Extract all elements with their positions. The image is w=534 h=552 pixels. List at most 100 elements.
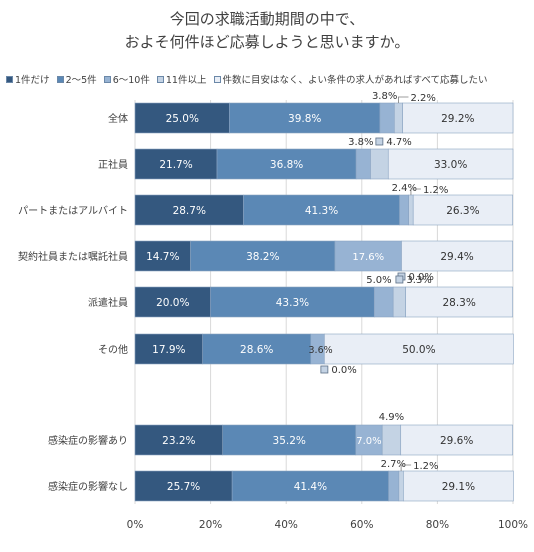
data-label-r7-s2: 2.7%: [381, 459, 406, 470]
bar-r4-s2: [373, 286, 394, 318]
data-label-r4-s2: 5.0%: [366, 275, 391, 286]
leader-line-r7: [400, 464, 412, 471]
bar-r1-s1: [216, 148, 357, 180]
data-label-r5-s4: 50.0%: [402, 344, 435, 356]
bar-r6-s1: [222, 424, 357, 456]
chart-title-line1: 今回の求職活動期間の中で、: [169, 10, 365, 28]
legend-label-5: 件数に目安はなく、よい条件の求人があればすべて応募したい: [222, 75, 488, 86]
data-label-r7-s0: 25.7%: [167, 481, 200, 493]
legend-item-2: 2～5件: [56, 72, 97, 86]
bar-r3-s2: [334, 240, 402, 272]
bar-r0-s2: [379, 102, 395, 134]
legend-item-3: 6～10件: [103, 72, 150, 86]
bar-r7-s0: [134, 470, 233, 502]
x-tick-label-4: 80%: [426, 519, 449, 531]
legend-item-1: 1件だけ: [6, 72, 50, 86]
data-label-r5-s2: 3.6%: [309, 345, 333, 356]
bar-r3-s4: [401, 240, 513, 272]
data-label-r1-s1: 36.8%: [270, 159, 303, 171]
legend-label-3: 6～10件: [112, 75, 150, 86]
data-label-r6-s0: 23.2%: [162, 435, 195, 447]
legend-swatch-1: [6, 75, 13, 83]
category-label-6: 感染症の影響あり: [48, 434, 128, 447]
data-label-r0-s4: 29.2%: [441, 113, 474, 125]
bar-r4-s4: [405, 286, 513, 318]
bar-r5-s1: [202, 333, 312, 365]
data-label-r7-s4: 29.1%: [442, 481, 475, 493]
data-label-r2-s3: 1.2%: [423, 185, 448, 196]
data-label-r6-s1: 35.2%: [273, 435, 306, 447]
data-label-r1-s3: 4.7%: [386, 137, 411, 148]
data-label-r6-s2: 7.0%: [356, 436, 381, 447]
category-label-0: 全体: [108, 112, 128, 125]
data-label-r4-s3: 3.3%: [406, 275, 431, 286]
x-tick-label-3: 60%: [350, 519, 373, 531]
legend: 1件だけ 2～5件 6～10件 11件以上 件数に目安はなく、よい条件の求人があ…: [6, 72, 534, 86]
bar-r6-s2: [355, 424, 383, 456]
data-label-r6-s3: 4.9%: [379, 412, 404, 423]
x-tick-label-2: 40%: [275, 519, 298, 531]
bar-r2-s2: [399, 194, 409, 226]
data-label-r3-s1: 38.2%: [246, 251, 279, 263]
x-tick-label-0: 0%: [127, 519, 144, 531]
bar-r5-s0: [134, 333, 203, 365]
category-label-7: 感染症の影響なし: [48, 480, 128, 493]
legend-label-4: 11件以上: [165, 75, 207, 86]
legend-item-5: 件数に目安はなく、よい条件の求人があればすべて応募したい: [213, 72, 488, 86]
data-label-r5-s3: 0.0%: [331, 365, 356, 376]
bar-r1-s4: [387, 148, 514, 180]
legend-label-2: 2～5件: [65, 75, 97, 86]
data-label-r4-s4: 28.3%: [442, 297, 475, 309]
x-tick-label-5: 100%: [498, 519, 528, 531]
leader-line-r2: [410, 188, 421, 195]
data-label-r2-s4: 26.3%: [446, 205, 479, 217]
bar-r2-s0: [134, 194, 244, 226]
legend-swatch-5: [213, 75, 221, 83]
bar-r1-s2: [355, 148, 371, 180]
bar-r7-s1: [231, 470, 389, 502]
data-label-r0-s0: 25.0%: [166, 113, 199, 125]
bar-r2-s1: [243, 194, 400, 226]
label-marker-r1: [375, 137, 384, 146]
bar-r4-s3: [392, 286, 406, 318]
data-label-r2-s2: 2.4%: [392, 183, 417, 194]
data-label-r4-s0: 20.0%: [156, 297, 189, 309]
category-label-5: その他: [98, 343, 128, 356]
data-label-r2-s1: 41.3%: [305, 205, 338, 217]
legend-label-1: 1件だけ: [15, 75, 50, 86]
data-label-r3-s0: 14.7%: [146, 251, 179, 263]
bar-r3-s0: [134, 240, 191, 272]
data-label-r3-s2: 17.6%: [352, 252, 384, 263]
bar-r0-s4: [402, 102, 514, 134]
data-label-r0-s1: 39.8%: [288, 113, 321, 125]
data-label-r1-s4: 33.0%: [434, 159, 467, 171]
bar-r5-s4: [324, 333, 514, 365]
bar-r0-s3: [394, 102, 403, 134]
bar-r6-s4: [400, 424, 513, 456]
category-label-2: パートまたはアルバイト: [18, 205, 128, 217]
bar-r6-s0: [134, 424, 223, 456]
label-marker-r4: [395, 275, 404, 284]
bar-r7-s2: [388, 470, 400, 502]
x-tick-label-1: 20%: [199, 519, 222, 531]
label-marker-r5: [320, 365, 329, 374]
data-label-r0-s3: 2.2%: [410, 93, 435, 104]
bar-r6-s3: [381, 424, 402, 456]
data-label-r5-s1: 28.6%: [240, 344, 273, 356]
leader-line-r0: [398, 96, 409, 103]
chart-title-line2: およそ何件ほど応募しようと思いますか。: [124, 33, 410, 51]
bar-r1-s0: [134, 148, 218, 180]
data-label-r4-s1: 43.3%: [276, 297, 309, 309]
data-label-r7-s1: 41.4%: [294, 481, 327, 493]
category-label-4: 派遣社員: [88, 296, 128, 309]
data-label-r0-s2: 3.8%: [372, 91, 397, 102]
legend-swatch-2: [56, 75, 64, 83]
bar-r1-s3: [370, 148, 389, 180]
bar-r2-s4: [412, 194, 513, 226]
category-label-1: 正社員: [98, 158, 128, 171]
bar-r4-s0: [134, 286, 211, 318]
bar-r3-s1: [190, 240, 336, 272]
bar-r0-s1: [229, 102, 381, 134]
legend-swatch-3: [103, 75, 111, 83]
